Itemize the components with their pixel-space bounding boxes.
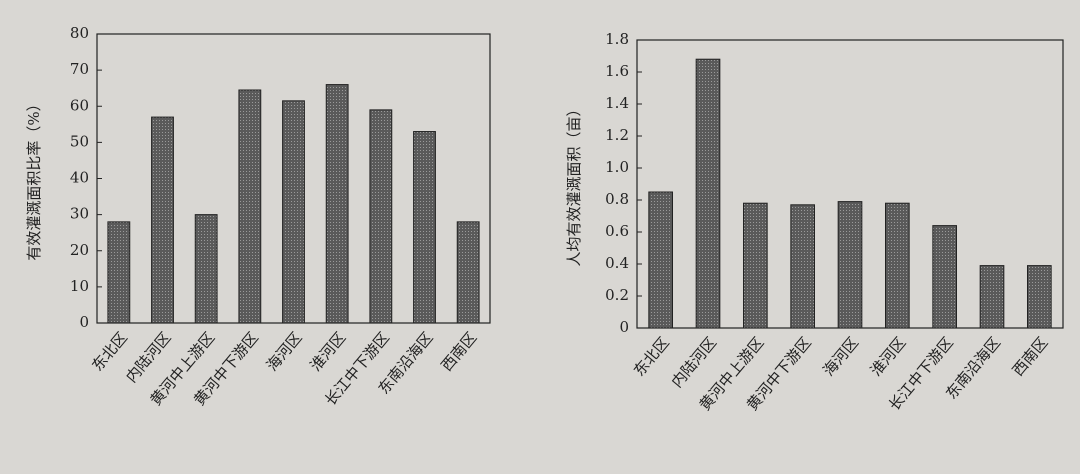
y-tick-label: 0.2 [605,286,629,304]
y-tick-label: 1.6 [605,62,629,80]
y-tick-label: 80 [70,24,89,42]
bar [369,109,393,324]
bar [456,221,480,324]
y-tick-label: 70 [70,60,89,78]
y-axis-label: 有效灌溉面积比率（%） [25,96,43,260]
bar [282,100,305,324]
bar [885,202,910,329]
bar [695,58,721,329]
bar [1027,265,1052,329]
bar [837,201,863,329]
bar [932,225,957,329]
y-tick-label: 1.2 [605,126,629,144]
y-tick-label: 1.4 [605,94,629,112]
bar [743,202,768,329]
y-tick-label: 60 [70,96,89,114]
x-tick-label: 海河区 [263,329,306,375]
bar [979,265,1005,329]
y-tick-label: 0.4 [605,254,629,272]
y-tick-label: 1.8 [605,30,629,48]
y-tick-label: 20 [70,241,89,259]
x-tick-label: 西南区 [438,329,481,375]
y-tick-label: 50 [70,132,89,150]
y-tick-label: 0.8 [605,190,629,208]
bar [325,84,349,324]
bar [194,214,218,324]
y-tick-label: 1.0 [605,158,629,176]
x-tick-label: 海河区 [819,334,862,380]
x-tick-label: 西南区 [1009,334,1052,380]
bar [413,131,436,324]
y-axis-label: 人均有效灌溉面积（亩） [565,101,583,266]
y-tick-label: 0 [79,313,89,331]
y-tick-label: 0 [619,318,629,336]
x-tick-label: 淮河区 [867,334,910,380]
x-tick-label: 东北区 [630,334,673,380]
bar [151,116,174,324]
y-tick-label: 10 [70,277,89,295]
y-tick-label: 40 [70,169,89,187]
bar [238,89,262,324]
bar [648,191,673,329]
y-tick-label: 30 [70,205,89,223]
bar [790,204,815,329]
x-tick-label: 淮河区 [307,329,350,375]
x-tick-label: 东北区 [88,329,131,375]
bar [107,221,131,324]
y-tick-label: 0.6 [605,222,629,240]
